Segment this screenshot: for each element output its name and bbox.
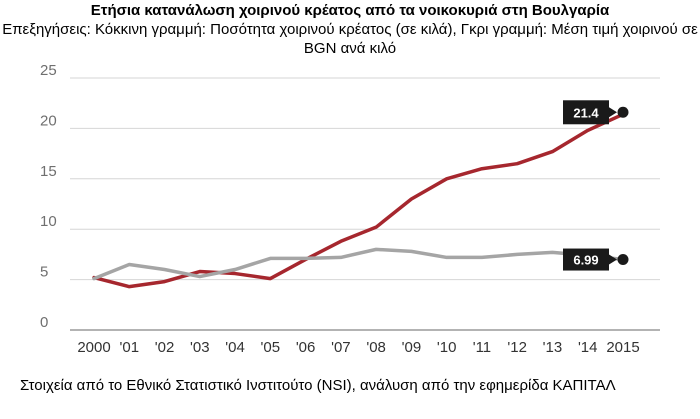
callout-box-2 (563, 248, 609, 271)
y-tick-label: 10 (40, 213, 57, 230)
x-tick-label: 2000 (77, 339, 110, 356)
chart-title: Ετήσια κατανάλωση χοιρινού κρέατος από τ… (90, 2, 610, 19)
x-tick-label: '07 (331, 339, 351, 356)
y-tick-label: 25 (40, 62, 57, 79)
series-line-1 (92, 112, 625, 289)
x-tick-label: '11 (473, 339, 491, 356)
callout-value-1: 21.4 (573, 105, 599, 120)
y-tick-label: 20 (40, 112, 57, 129)
x-tick-label: '06 (296, 339, 316, 356)
x-tick-label: '13 (543, 339, 563, 356)
callout-layer: 21.4 6.99 (563, 100, 629, 271)
x-tick-label: '02 (155, 339, 175, 356)
callout-pointer-2 (609, 254, 617, 265)
y-tick-label: 5 (40, 264, 48, 281)
y-tick-label: 15 (40, 163, 57, 180)
x-tick-label: 2015 (606, 339, 639, 356)
callout-pointer-1 (609, 107, 617, 118)
x-tick-label: '03 (190, 339, 210, 356)
grid-layer: 0 5 10 15 20 25 2000 '01 '02 '03 '04 '05 '06 '07 '08 '0… (40, 62, 660, 356)
callout-box-1 (563, 100, 609, 125)
y-tick-label: 0 (40, 314, 48, 331)
x-tick-label: '12 (507, 339, 527, 356)
x-tick-label: '01 (119, 339, 139, 356)
series-layer (92, 112, 625, 289)
callout-value-2: 6.99 (573, 253, 598, 268)
x-tick-label: '14 (578, 339, 598, 356)
chart-subtitle: Επεξηγήσεις: Κόκκινη γραμμή: Ποσότητα χο… (2, 21, 698, 57)
x-tick-label: '09 (402, 339, 422, 356)
end-point-marker-2 (617, 254, 629, 266)
x-tick-label: '10 (437, 339, 457, 356)
x-tick-label: '08 (366, 339, 386, 356)
end-point-marker-1 (617, 106, 629, 118)
source-note: Στοιχεία από το Εθνικό Στατιστικό Ινστιτ… (20, 377, 616, 394)
x-tick-label: '04 (225, 339, 245, 356)
series-line-2 (92, 247, 625, 281)
x-tick-label: '05 (261, 339, 281, 356)
